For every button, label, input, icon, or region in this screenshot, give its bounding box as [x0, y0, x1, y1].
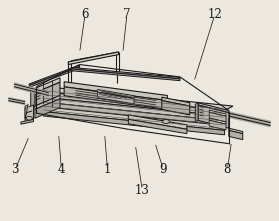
Polygon shape — [198, 105, 229, 128]
Polygon shape — [209, 120, 226, 130]
Text: 6: 6 — [81, 8, 89, 21]
Polygon shape — [71, 67, 180, 79]
Polygon shape — [198, 103, 229, 113]
Polygon shape — [31, 88, 35, 108]
Polygon shape — [25, 105, 33, 123]
Polygon shape — [43, 87, 233, 110]
Polygon shape — [21, 119, 33, 124]
Polygon shape — [209, 118, 226, 124]
Text: 12: 12 — [208, 8, 222, 21]
Polygon shape — [43, 112, 225, 135]
Polygon shape — [209, 112, 226, 122]
Polygon shape — [43, 107, 225, 130]
Polygon shape — [98, 92, 134, 104]
Polygon shape — [68, 52, 119, 65]
Polygon shape — [128, 115, 187, 129]
Ellipse shape — [26, 116, 32, 120]
Polygon shape — [98, 90, 134, 98]
Text: 8: 8 — [224, 163, 231, 175]
Polygon shape — [35, 99, 60, 118]
Polygon shape — [209, 110, 226, 116]
Polygon shape — [229, 128, 243, 134]
Polygon shape — [35, 95, 60, 109]
Polygon shape — [162, 101, 190, 115]
Polygon shape — [25, 105, 28, 118]
Polygon shape — [35, 82, 60, 106]
Polygon shape — [43, 92, 225, 116]
Polygon shape — [29, 67, 80, 87]
Polygon shape — [128, 119, 187, 134]
Polygon shape — [43, 102, 225, 126]
Text: 7: 7 — [123, 8, 131, 21]
Polygon shape — [43, 97, 225, 121]
Polygon shape — [71, 69, 180, 81]
Polygon shape — [229, 130, 243, 140]
Polygon shape — [195, 103, 198, 122]
Polygon shape — [29, 65, 80, 86]
Polygon shape — [162, 97, 190, 106]
Polygon shape — [64, 87, 167, 109]
Text: 1: 1 — [104, 163, 111, 175]
Text: 9: 9 — [160, 163, 167, 175]
Polygon shape — [64, 82, 167, 101]
Text: 3: 3 — [12, 163, 19, 175]
Polygon shape — [35, 78, 60, 93]
Ellipse shape — [162, 120, 170, 124]
Text: 13: 13 — [135, 184, 150, 196]
Text: 4: 4 — [58, 163, 65, 175]
